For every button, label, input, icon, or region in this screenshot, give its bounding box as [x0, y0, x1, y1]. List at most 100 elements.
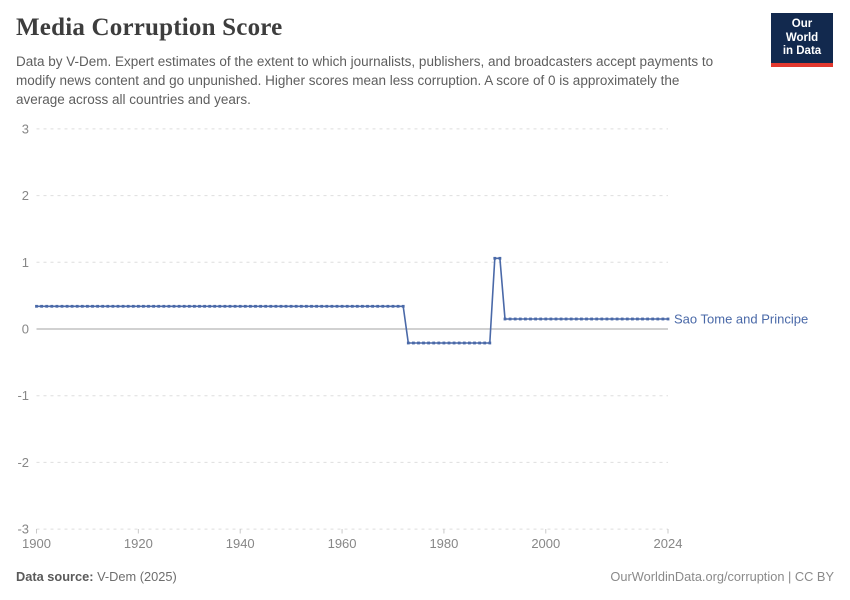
series-point — [187, 304, 191, 308]
series-point — [284, 304, 288, 308]
series-point — [208, 304, 212, 308]
series-point — [625, 317, 629, 321]
series-point — [96, 304, 99, 308]
series-point — [137, 304, 140, 308]
series-point — [406, 341, 410, 345]
series-point — [340, 304, 344, 308]
series-point — [106, 304, 110, 308]
series-point — [223, 304, 227, 308]
series-point — [371, 304, 374, 308]
y-tick-label: -3 — [17, 522, 29, 537]
series-point — [203, 304, 206, 308]
series-point — [569, 317, 573, 321]
series-point — [299, 304, 303, 308]
series-point — [447, 341, 451, 345]
series-point — [249, 304, 252, 308]
series-point — [91, 304, 94, 308]
series-point — [518, 317, 522, 321]
series-line[interactable] — [36, 257, 669, 344]
series-point — [503, 317, 507, 321]
series-point — [396, 304, 400, 308]
series-point — [493, 256, 497, 260]
series-point — [574, 317, 578, 321]
series-point — [193, 304, 196, 308]
y-tick-label: 3 — [22, 121, 29, 136]
series-point — [330, 304, 334, 308]
series-point — [539, 317, 543, 321]
series-point — [361, 304, 364, 308]
x-tick-label: 1920 — [124, 536, 153, 551]
series-point — [600, 317, 604, 321]
series-point — [457, 341, 461, 345]
series-point — [610, 317, 614, 321]
y-tick-label: 0 — [22, 322, 29, 337]
series-point — [60, 304, 64, 308]
series-point — [305, 304, 308, 308]
series-point — [131, 304, 135, 308]
series-point — [554, 317, 558, 321]
x-tick-label: 1940 — [226, 536, 255, 551]
series-point — [182, 304, 186, 308]
series-point — [310, 304, 313, 308]
attribution-link[interactable]: OurWorldinData.org/corruption | CC BY — [610, 569, 834, 584]
series-point — [116, 304, 120, 308]
series-point — [279, 304, 283, 308]
data-source-value: V-Dem (2025) — [97, 569, 177, 584]
series-point — [483, 341, 487, 345]
series-point — [55, 304, 59, 308]
series-point — [462, 341, 466, 345]
owid-logo[interactable]: Our World in Data — [771, 13, 833, 67]
x-tick-label: 1980 — [429, 536, 458, 551]
series-point — [452, 341, 456, 345]
series-point — [656, 317, 660, 321]
series-point — [162, 304, 166, 308]
series-point — [422, 341, 425, 345]
series-point — [325, 304, 329, 308]
y-tick-label: -1 — [17, 388, 29, 403]
series-point — [427, 341, 430, 345]
series-point — [559, 317, 563, 321]
data-source-label: Data source: — [16, 569, 94, 584]
series-point — [157, 304, 161, 308]
series-point — [228, 304, 232, 308]
series-point — [259, 304, 262, 308]
y-tick-label: -2 — [17, 455, 29, 470]
series-point — [289, 304, 293, 308]
series-point — [238, 304, 242, 308]
series-point — [65, 304, 69, 308]
series-point — [264, 304, 268, 308]
series-point — [620, 317, 624, 321]
series-point — [269, 304, 273, 308]
owid-logo-line1: Our World — [785, 18, 819, 44]
series-point — [401, 304, 405, 308]
series-point — [544, 317, 548, 321]
chart-subtitle: Data by V-Dem. Expert estimates of the e… — [16, 54, 714, 107]
series-point — [605, 317, 609, 321]
x-tick-label: 1900 — [22, 536, 51, 551]
x-tick-label: 1960 — [328, 536, 357, 551]
series-point — [631, 317, 634, 321]
series-point — [126, 304, 130, 308]
series-point — [666, 317, 670, 321]
series-point — [40, 304, 43, 308]
series-point — [641, 317, 644, 321]
series-point — [473, 341, 476, 345]
series-point — [233, 304, 237, 308]
series-point — [580, 317, 583, 321]
series-point — [335, 304, 339, 308]
series-point — [508, 317, 512, 321]
series-point — [315, 304, 318, 308]
series-point — [254, 304, 257, 308]
series-sao-tome-and-principe[interactable] — [35, 256, 670, 345]
entity-label[interactable]: Sao Tome and Principe — [674, 311, 808, 326]
series-point — [595, 317, 599, 321]
series-point — [564, 317, 568, 321]
series-point — [468, 341, 471, 345]
series-point — [391, 304, 395, 308]
series-point — [529, 317, 532, 321]
series-point — [585, 317, 588, 321]
series-point — [80, 304, 84, 308]
series-point — [177, 304, 181, 308]
